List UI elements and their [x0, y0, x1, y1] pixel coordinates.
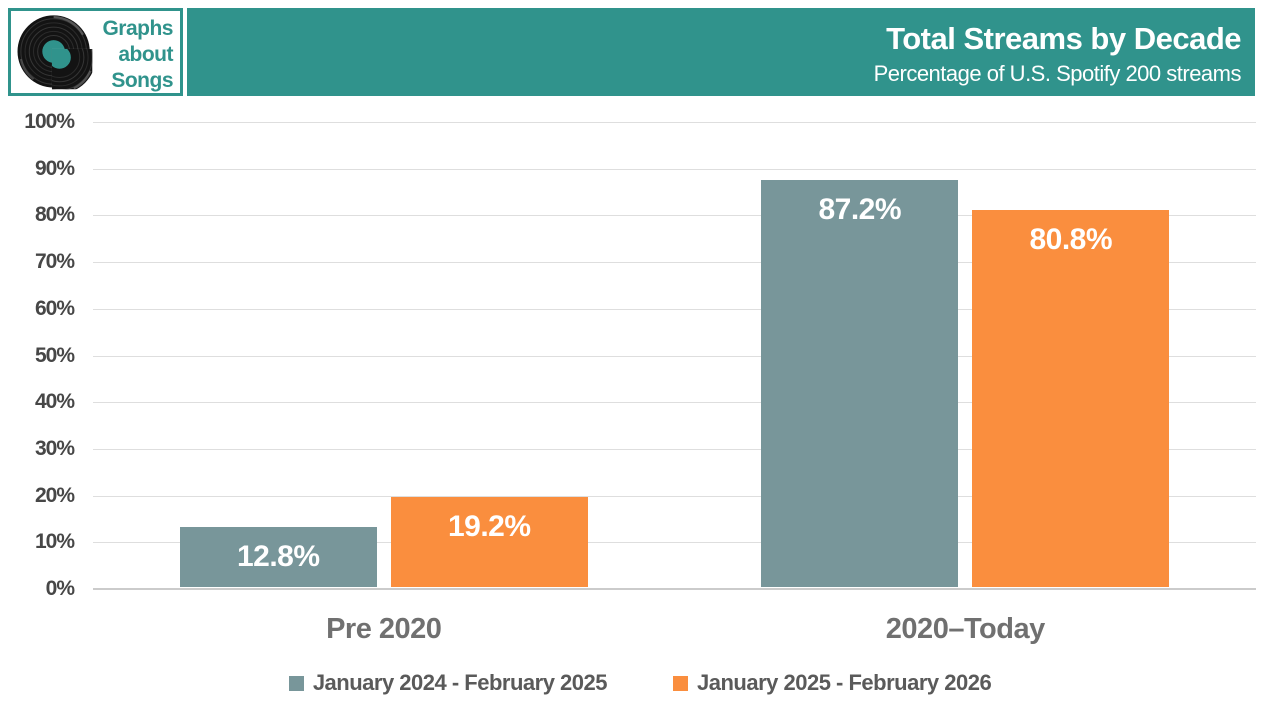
- legend-label-series2: January 2025 - February 2026: [697, 670, 992, 695]
- gridline-20: [93, 495, 1256, 497]
- chart-subtitle: Percentage of U.S. Spotify 200 streams: [873, 60, 1242, 86]
- y-tick-100: 100%: [24, 110, 75, 133]
- y-tick-60: 60%: [34, 296, 75, 320]
- logo-text-line1: Graphs: [102, 17, 173, 40]
- legend: January 2024 - February 2025 January 202…: [0, 670, 1280, 696]
- x-axis-category-labels: Pre 2020 2020–Today: [93, 613, 1256, 653]
- legend-swatch-series1: [288, 675, 304, 691]
- gridline-50: [93, 355, 1256, 357]
- gridline-30: [93, 448, 1256, 450]
- chart-title: Total Streams by Decade: [886, 20, 1241, 56]
- y-axis-tick-labels: 0% 10% 20% 30% 40% 50% 60% 70% 80% 90% 100%: [0, 110, 75, 600]
- logo: Graphs about Songs: [8, 8, 183, 96]
- y-tick-20: 20%: [34, 483, 75, 507]
- category-label-2: 2020–Today: [885, 613, 1045, 645]
- title-banner: Total Streams by Decade Percentage of U.…: [187, 8, 1255, 96]
- gridline-10: [93, 542, 1256, 544]
- plot-area: 12.8% 19.2% 87.2% 80.8%: [93, 122, 1256, 590]
- legend-swatch-series2: [673, 675, 688, 691]
- y-tick-30: 30%: [34, 436, 75, 460]
- y-tick-40: 40%: [34, 390, 75, 414]
- category-label-1: Pre 2020: [326, 613, 442, 645]
- y-tick-10: 10%: [34, 530, 75, 554]
- y-tick-70: 70%: [34, 250, 75, 274]
- y-tick-50: 50%: [34, 343, 75, 367]
- legend-label-series1: January 2024 - February 2025: [312, 670, 608, 695]
- bar-value-label: 80.8%: [1029, 222, 1113, 256]
- gridline-60: [93, 308, 1256, 310]
- gridline-0: [93, 588, 1256, 590]
- y-tick-90: 90%: [34, 156, 75, 180]
- gridline-80: [93, 215, 1256, 217]
- bar-2020–today-series1: 87.2%: [761, 179, 959, 587]
- legend-item-series2: January 2025 - February 2026: [673, 670, 992, 696]
- y-tick-0: 0%: [45, 577, 75, 600]
- bar-pre-2020-series2: 19.2%: [390, 497, 588, 587]
- bar-2020–today-series2: 80.8%: [972, 209, 1170, 587]
- bar-value-label: 87.2%: [818, 192, 902, 226]
- legend-item-series1: January 2024 - February 2025: [288, 670, 608, 696]
- logo-text-line3: Songs: [111, 69, 173, 92]
- gridline-40: [93, 402, 1256, 404]
- bar-pre-2020-series1: 12.8%: [179, 527, 377, 587]
- gridline-100: [93, 122, 1256, 123]
- gridline-90: [93, 168, 1256, 170]
- y-tick-80: 80%: [34, 203, 75, 227]
- vinyl-record-icon: [17, 15, 93, 90]
- bar-value-label: 12.8%: [236, 540, 320, 574]
- logo-text-line2: about: [118, 43, 173, 66]
- bar-value-label: 19.2%: [447, 510, 531, 544]
- logo-text: Graphs about Songs: [102, 16, 173, 94]
- gridline-70: [93, 262, 1256, 264]
